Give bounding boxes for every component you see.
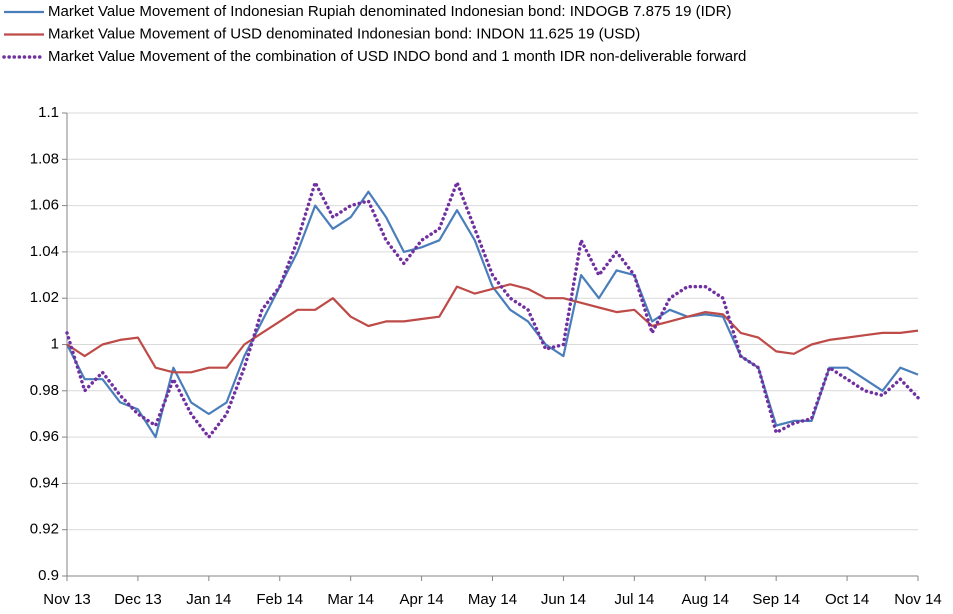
y-tick-label: 1.08 — [30, 150, 59, 167]
x-tick-label: Nov 14 — [894, 591, 942, 608]
y-tick-label: 0.94 — [30, 474, 59, 491]
legend-label: Market Value Movement of the combination… — [48, 48, 746, 65]
x-tick-label: Apr 14 — [399, 591, 443, 608]
y-tick-label: 0.92 — [30, 521, 59, 538]
x-tick-label: Mar 14 — [327, 591, 374, 608]
x-tick-label: Sep 14 — [752, 591, 800, 608]
y-tick-label: 0.98 — [30, 382, 59, 399]
x-tick-label: Nov 13 — [43, 591, 91, 608]
y-tick-label: 1.02 — [30, 289, 59, 306]
y-tick-label: 1.06 — [30, 197, 59, 214]
legend-label: Market Value Movement of USD denominated… — [48, 25, 640, 42]
y-tick-label: 1.04 — [30, 243, 59, 260]
x-tick-label: Oct 14 — [825, 591, 869, 608]
x-tick-label: Aug 14 — [681, 591, 729, 608]
y-tick-label: 0.9 — [38, 567, 59, 584]
y-tick-label: 1 — [51, 335, 59, 352]
series-line — [66, 190, 919, 439]
y-tick-label: 1.1 — [38, 104, 59, 121]
x-tick-label: Jan 14 — [186, 591, 231, 608]
series-line — [65, 177, 920, 440]
x-tick-label: May 14 — [468, 591, 517, 608]
x-tick-label: Jul 14 — [614, 591, 654, 608]
series-line — [66, 283, 919, 374]
x-tick-label: Feb 14 — [256, 591, 303, 608]
x-tick-label: Dec 13 — [114, 591, 162, 608]
x-tick-label: Jun 14 — [541, 591, 586, 608]
y-tick-label: 0.96 — [30, 428, 59, 445]
legend-label: Market Value Movement of Indonesian Rupi… — [48, 3, 731, 20]
